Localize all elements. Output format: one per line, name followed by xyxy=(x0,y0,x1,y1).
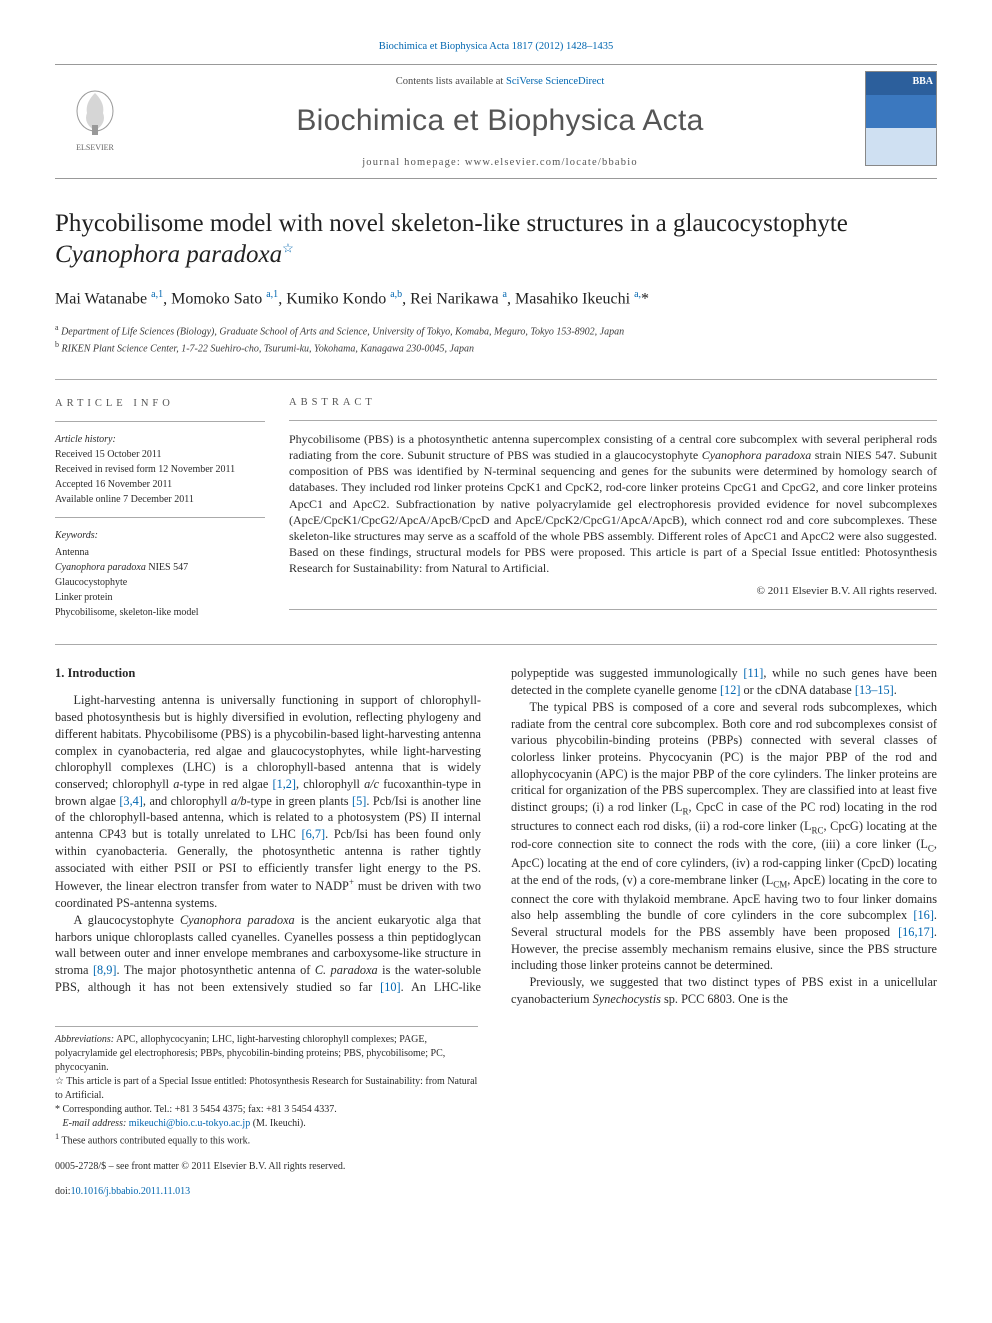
body-paragraph: Previously, we suggested that two distin… xyxy=(511,974,937,1007)
citation-link[interactable]: [6,7] xyxy=(302,827,326,841)
corresponding-note: * Corresponding author. Tel.: +81 3 5454… xyxy=(55,1103,478,1117)
homepage-url[interactable]: www.elsevier.com/locate/bbabio xyxy=(465,157,638,168)
email-link[interactable]: mikeuchi@bio.c.u-tokyo.ac.jp xyxy=(129,1118,250,1129)
top-citation: Biochimica et Biophysica Acta 1817 (2012… xyxy=(55,40,937,54)
abstract-block: ABSTRACT Phycobilisome (PBS) is a photos… xyxy=(289,396,937,621)
elsevier-label: ELSEVIER xyxy=(76,143,114,154)
abstract-head: ABSTRACT xyxy=(289,396,937,410)
header-center: Contents lists available at SciVerse Sci… xyxy=(150,71,850,178)
info-abstract-row: ARTICLE INFO Article history: Received 1… xyxy=(55,379,937,621)
authors: Mai Watanabe a,1, Momoko Sato a,1, Kumik… xyxy=(55,288,937,310)
history-item: Available online 7 December 2011 xyxy=(55,492,265,507)
abstract-text: Phycobilisome (PBS) is a photosynthetic … xyxy=(289,431,937,577)
divider xyxy=(55,421,265,422)
citation-link[interactable]: [12] xyxy=(720,683,741,697)
elsevier-tree-icon xyxy=(65,83,125,143)
keywords-list: AntennaCyanophora paradoxa NIES 547Glauc… xyxy=(55,545,265,620)
citation-link[interactable]: [3,4] xyxy=(119,794,143,808)
doi-line: doi:10.1016/j.bbabio.2011.11.013 xyxy=(55,1185,937,1198)
divider xyxy=(289,420,937,421)
body-paragraph: Light-harvesting antenna is universally … xyxy=(55,692,481,911)
journal-name: Biochimica et Biophysica Acta xyxy=(150,101,850,142)
abstract-copyright: © 2011 Elsevier B.V. All rights reserved… xyxy=(289,584,937,599)
history-head: Article history: xyxy=(55,434,116,445)
journal-header: ELSEVIER Contents lists available at Sci… xyxy=(55,64,937,179)
citation-link[interactable]: [5] xyxy=(352,794,366,808)
intro-heading: 1. Introduction xyxy=(55,665,481,682)
citation-link[interactable]: [8,9] xyxy=(93,963,117,977)
special-issue-note: ☆ This article is part of a Special Issu… xyxy=(55,1075,478,1103)
email-label: E-mail address: xyxy=(63,1118,127,1129)
citation-link[interactable]: [11] xyxy=(743,666,763,680)
body-paragraph: The typical PBS is composed of a core an… xyxy=(511,699,937,974)
body-columns: 1. Introduction Light-harvesting antenna… xyxy=(55,665,937,1007)
title-species: Cyanophora paradoxa xyxy=(55,241,282,268)
contents-line: Contents lists available at SciVerse Sci… xyxy=(150,75,850,89)
contents-prefix: Contents lists available at xyxy=(396,76,506,87)
affiliations: a Department of Life Sciences (Biology),… xyxy=(55,322,937,357)
cover-bba-label: BBA xyxy=(912,75,933,89)
citation-link[interactable]: [16,17] xyxy=(898,925,934,939)
keywords-head: Keywords: xyxy=(55,528,265,543)
abbrev-head: Abbreviations: xyxy=(55,1034,114,1045)
abbrev-text: APC, allophycocyanin; LHC, light-harvest… xyxy=(55,1034,445,1073)
citation-link[interactable]: [10] xyxy=(380,980,401,994)
history-item: Received 15 October 2011 xyxy=(55,447,265,462)
article-info: ARTICLE INFO Article history: Received 1… xyxy=(55,396,265,621)
history-item: Accepted 16 November 2011 xyxy=(55,477,265,492)
abbrev-note: Abbreviations: APC, allophycocyanin; LHC… xyxy=(55,1033,478,1075)
citation-link[interactable]: [16] xyxy=(913,908,934,922)
email-note: E-mail address: mikeuchi@bio.c.u-tokyo.a… xyxy=(55,1117,478,1131)
front-matter-line: 0005-2728/$ – see front matter © 2011 El… xyxy=(55,1160,937,1173)
history-item: Received in revised form 12 November 201… xyxy=(55,462,265,477)
title-main: Phycobilisome model with novel skeleton-… xyxy=(55,210,848,237)
homepage-line: journal homepage: www.elsevier.com/locat… xyxy=(150,156,850,170)
journal-cover-thumbnail: BBA xyxy=(865,71,937,166)
equal-text: These authors contributed equally to thi… xyxy=(62,1135,251,1146)
email-suffix: (M. Ikeuchi). xyxy=(253,1118,306,1129)
elsevier-logo: ELSEVIER xyxy=(55,71,135,166)
citation-link[interactable]: [1,2] xyxy=(272,777,296,791)
citation-link[interactable]: [13–15] xyxy=(855,683,894,697)
sciencedirect-link[interactable]: SciVerse ScienceDirect xyxy=(506,76,604,87)
history-list: Received 15 October 2011Received in revi… xyxy=(55,447,265,507)
doi-link[interactable]: 10.1016/j.bbabio.2011.11.013 xyxy=(71,1186,191,1197)
equal-contribution-note: 1 These authors contributed equally to t… xyxy=(55,1131,478,1148)
doi-prefix: doi: xyxy=(55,1186,71,1197)
homepage-prefix: journal homepage: xyxy=(362,157,465,168)
divider xyxy=(55,517,265,518)
title-star-icon: ☆ xyxy=(282,240,294,255)
divider-full xyxy=(55,644,937,645)
article-title: Phycobilisome model with novel skeleton-… xyxy=(55,209,937,270)
article-info-head: ARTICLE INFO xyxy=(55,396,265,412)
divider xyxy=(289,609,937,610)
footnotes: Abbreviations: APC, allophycocyanin; LHC… xyxy=(55,1026,478,1148)
